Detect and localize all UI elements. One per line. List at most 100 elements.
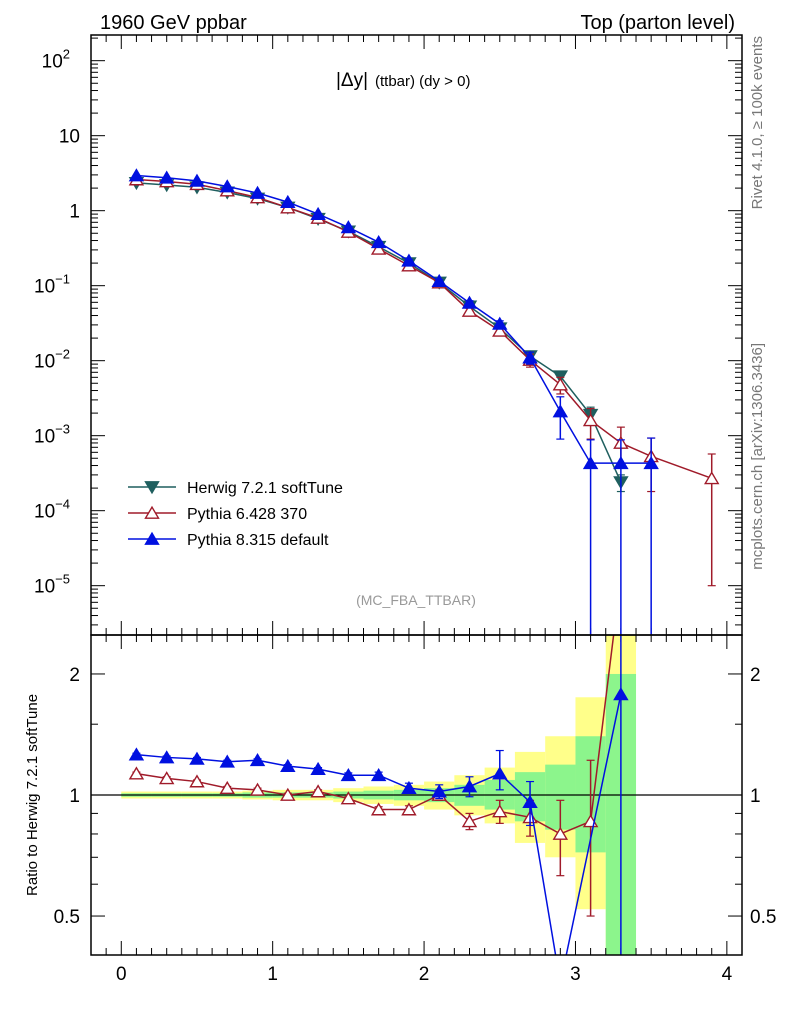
tick-base: 10 [34,577,55,598]
ratio-data-point [613,687,629,701]
tick-exponent: −1 [55,272,70,287]
ratio-series-1 [128,635,629,955]
ratio-data-point [158,750,175,764]
legend: Herwig 7.2.1 softTune Pythia 6.428 370 Pyt… [128,480,343,549]
main-series-line [136,178,712,480]
ratio-data-point [219,780,235,795]
ratio-data-point [280,787,296,801]
main-data-point [249,185,266,199]
main-series-line [136,174,652,464]
main-data-point [219,179,235,193]
main-data-point [643,455,659,470]
tick-base: 10 [42,52,63,73]
ratio-y-tick-label-left: 0.5 [54,907,80,928]
ratio-data-point [249,753,266,767]
legend-label: Herwig 7.2.1 softTune [187,480,343,497]
main-series-2 [128,168,659,635]
main-series-0 [128,176,629,493]
ratio-data-point [219,754,235,768]
x-tick-label: 0 [116,964,127,985]
ratio-data-point [461,814,478,828]
legend-marker [144,481,160,495]
main-data-point [492,323,508,337]
plot-title-sub: (ttbar) (dy > 0) [375,73,470,90]
ratio-data-point [492,766,508,780]
process-label: Top (parton level) [580,12,735,34]
tick-exponent: −5 [55,572,70,587]
ratio-data-point [249,782,266,796]
main-data-point [492,316,508,330]
legend-label: Pythia 6.428 370 [187,506,307,523]
ratio-data-point [401,802,417,816]
analysis-watermark: (MC_FBA_TTBAR) [356,592,476,608]
main-data-point [370,234,387,249]
ratio-panel-frame [90,634,743,956]
main-data-point [370,241,387,255]
main-y-tick-label: 10−2 [34,347,70,373]
main-data-point [552,404,569,418]
ratio-data-point [340,791,357,805]
x-tick-label: 4 [722,964,733,985]
main-data-point [189,173,205,187]
main-y-tick-label: 10−3 [34,422,70,448]
ratio-series-layer [128,635,629,955]
legend-marker [144,505,160,519]
ratio-series-line [136,694,622,955]
ratio-y-tick-label-left: 2 [69,665,80,686]
ratio-uncertainty-bands [91,635,742,955]
ratio-data-point [310,784,326,798]
main-series-layer [128,168,720,635]
main-series-1 [128,172,720,587]
plot-title-main: |Δy| [336,70,368,91]
energy-label: 1960 GeV ppbar [100,12,247,34]
main-data-point [461,295,478,309]
ratio-data-point [370,767,387,782]
ratio-y-tick-label-right: 1 [750,786,761,807]
main-data-point [280,194,296,209]
ratio-data-point [492,804,508,818]
ratio-y-tick-label-right: 2 [750,665,761,686]
tick-base: 10 [34,352,55,373]
legend-label: Pythia 8.315 default [187,532,329,549]
tick-base: 10 [34,277,55,298]
ratio-y-tick-label-right: 0.5 [750,907,776,928]
main-data-point [613,455,629,470]
ratio-data-point [128,766,145,780]
main-data-point [340,220,357,234]
ratio-data-point [370,802,387,816]
main-data-point [552,370,569,384]
ratio-data-point [280,758,296,772]
ratio-axis-ticks: 0.5 0.5 1 1 2 2 0 1 2 3 4 [54,635,776,985]
main-data-point [703,471,720,485]
x-tick-label: 2 [419,964,430,985]
ratio-data-point [431,784,447,798]
main-y-tick-label: 10−4 [34,497,70,523]
ratio-data-point [401,780,417,795]
ratio-data-point [189,774,205,788]
main-data-point [522,350,538,364]
main-y-tick-label: 1 [69,202,80,223]
main-y-tick-label: 102 [42,47,70,73]
main-data-point [310,206,326,221]
main-data-point [552,377,569,391]
legend-marker [144,531,160,545]
x-tick-label: 3 [570,964,581,985]
tick-exponent: −3 [55,422,70,437]
tick-base: 10 [34,502,55,523]
ratio-axis-label: Ratio to Herwig 7.2.1 softTune [24,694,41,896]
main-series-line [136,182,622,483]
main-y-tick-label: 10−5 [34,572,70,598]
ratio-y-tick-label-left: 1 [69,786,80,807]
ratio-data-point [522,794,538,809]
ratio-data-point [552,826,569,840]
ratio-data-point [158,771,175,785]
main-data-point [128,168,145,182]
ratio-data-point [461,779,478,793]
main-y-tick-label: 10 [59,127,80,148]
rivet-version-label: Rivet 4.1.0, ≥ 100k events [749,36,766,209]
tick-exponent: 2 [63,47,70,62]
main-data-point [461,303,478,317]
ratio-data-point [189,751,205,765]
